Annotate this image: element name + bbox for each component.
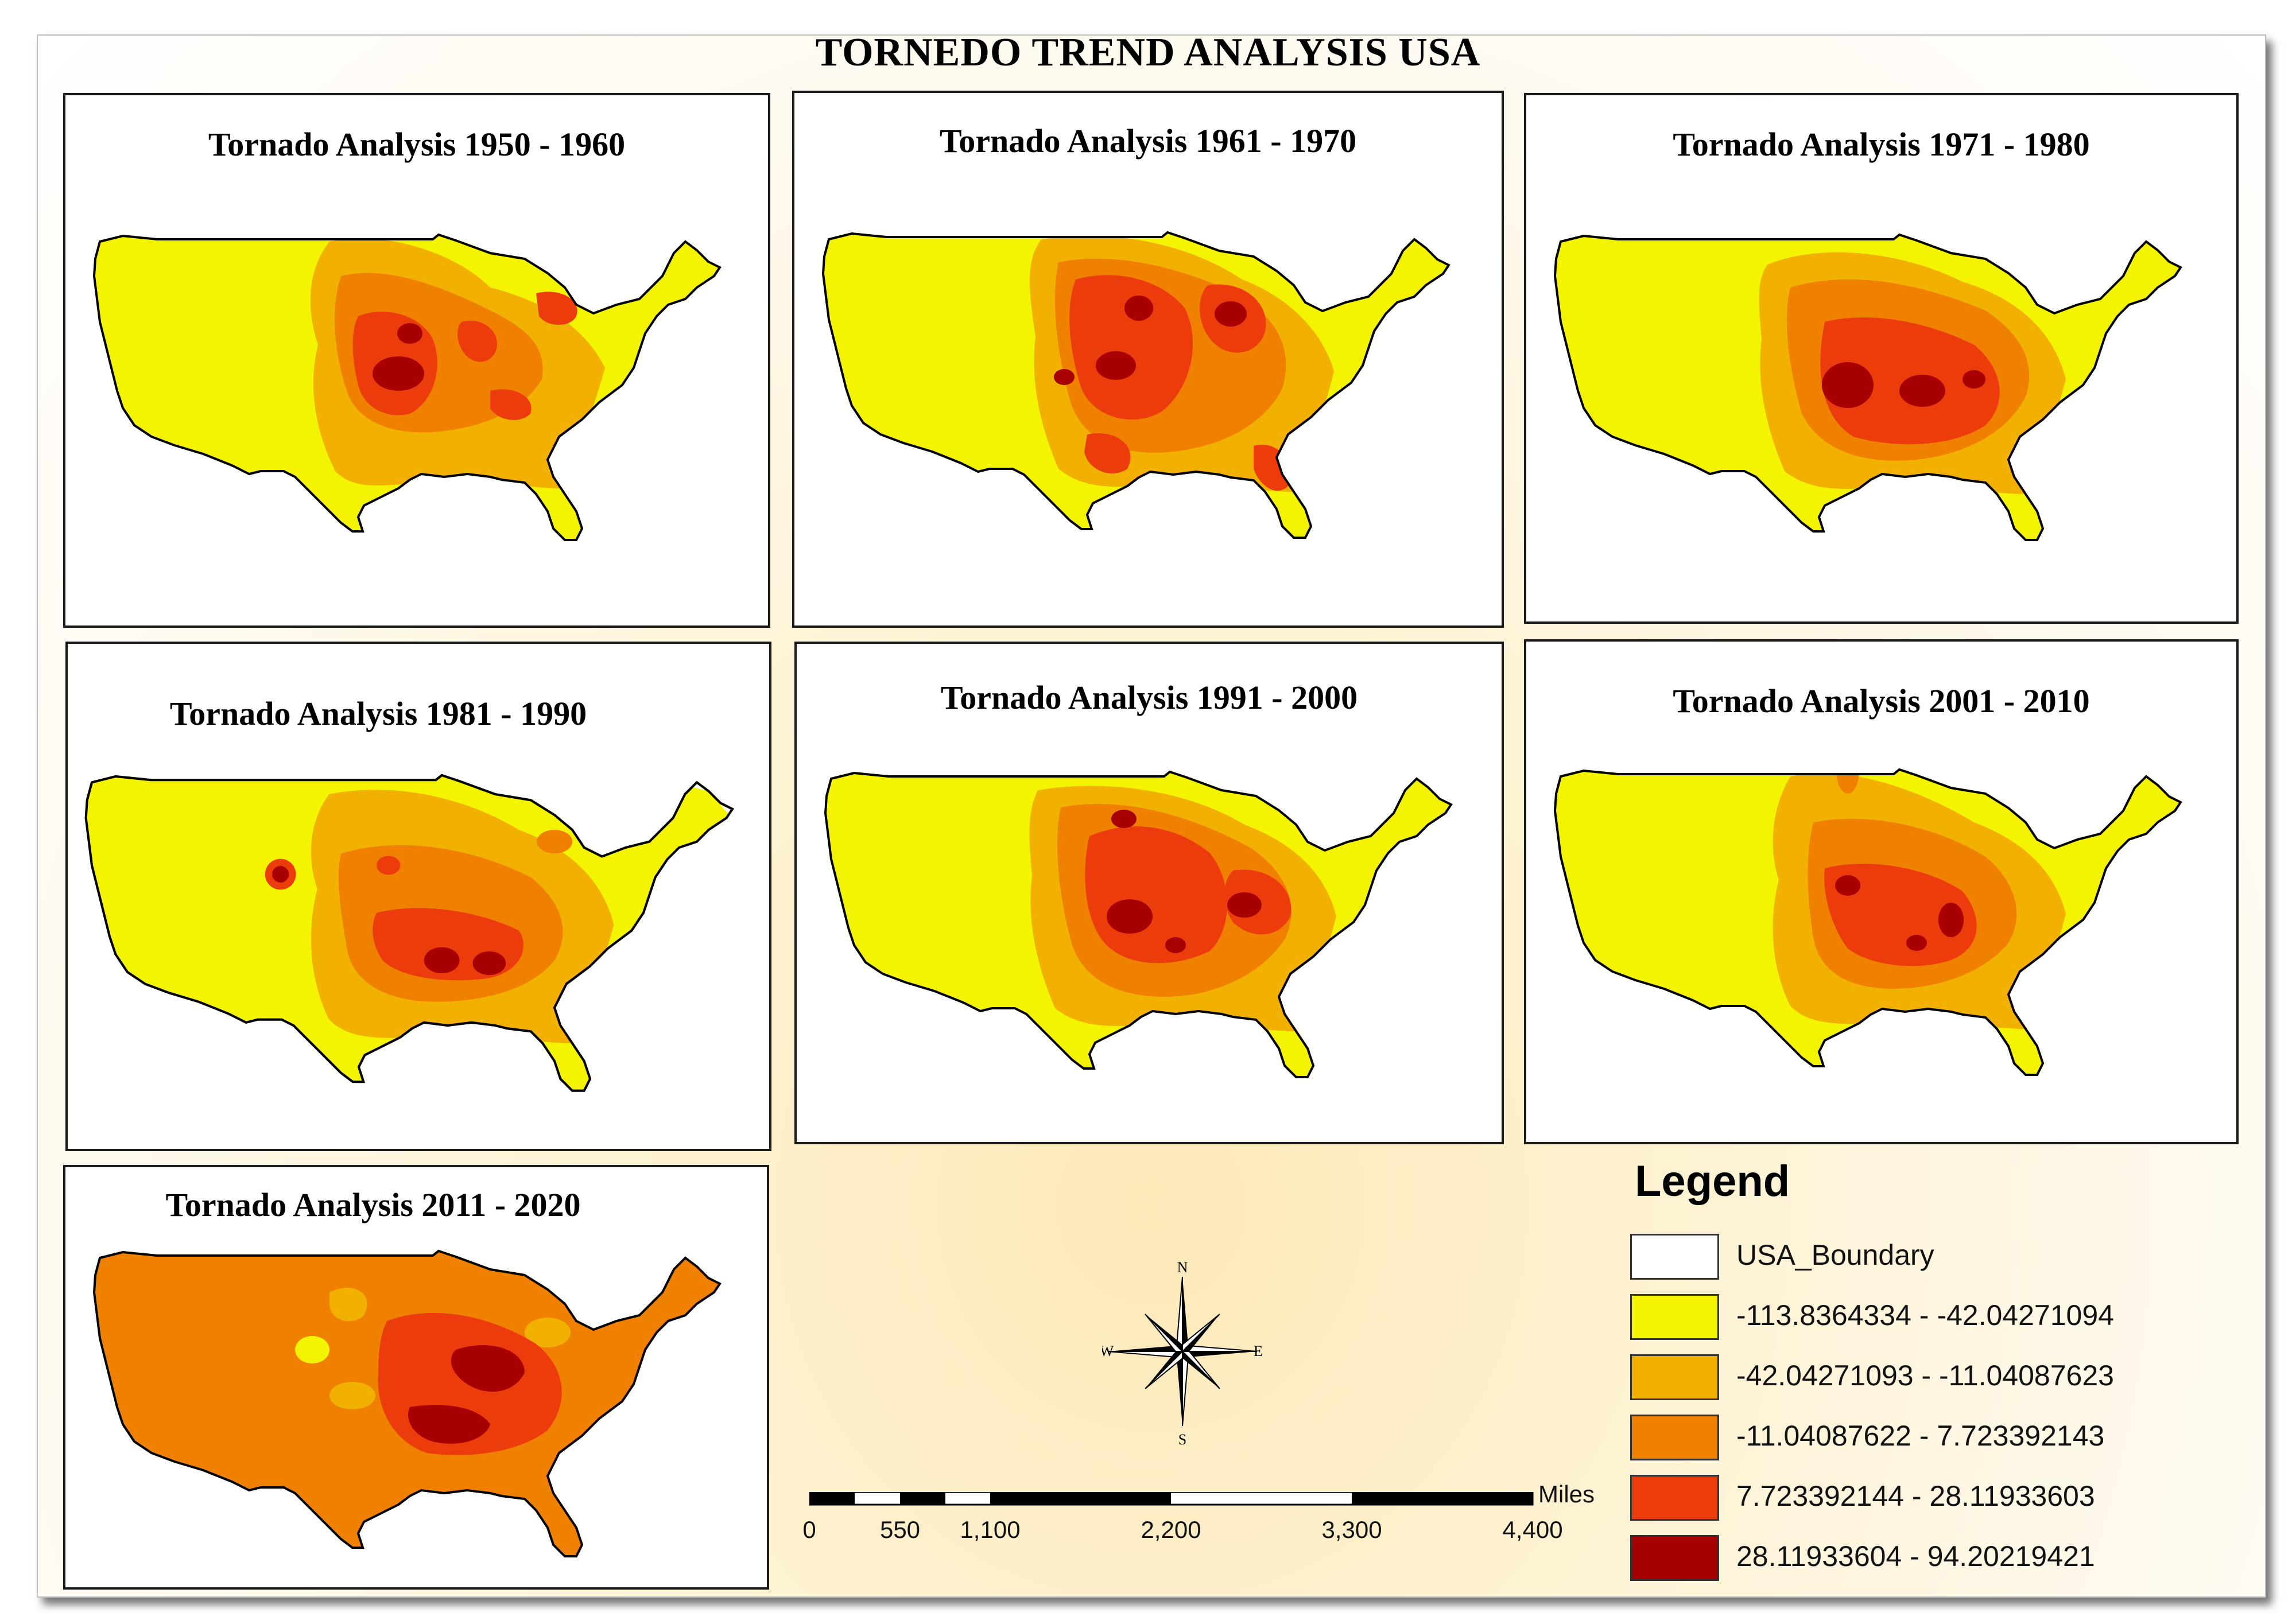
map-panel-2011-2020: Tornado Analysis 2011 - 2020 — [63, 1165, 769, 1590]
panel-title: Tornado Analysis 1991 - 2000 — [940, 679, 1358, 716]
map-panel-1950-1960: Tornado Analysis 1950 - 1960 — [63, 93, 770, 628]
legend-label: -42.04271093 - -11.04087623 — [1736, 1359, 2114, 1392]
east-label: E — [1254, 1343, 1263, 1359]
panel-title: Tornado Analysis 1950 - 1960 — [208, 126, 626, 163]
legend-swatch — [1630, 1294, 1719, 1340]
scale-tick-label: 3,300 — [1321, 1516, 1382, 1543]
page-title: TORNEDO TREND ANALYSIS USA — [815, 30, 1481, 75]
legend-swatch — [1630, 1535, 1719, 1581]
panel-title: Tornado Analysis 2011 - 2020 — [165, 1186, 581, 1223]
scale-tick-label: 550 — [879, 1516, 921, 1543]
scale-units: Miles — [1538, 1481, 1595, 1508]
map-panel-1991-2000: Tornado Analysis 1991 - 2000 — [794, 642, 1504, 1144]
scale-tick-label: 1,100 — [960, 1516, 1021, 1543]
compass-rose-icon: N S E W — [1102, 1260, 1263, 1448]
south-label: S — [1178, 1431, 1186, 1448]
scale-bar-graphic — [809, 1492, 1534, 1506]
north-label: N — [1177, 1260, 1188, 1276]
legend-label: 7.723392144 - 28.11933603 — [1736, 1480, 2095, 1512]
usa-map — [824, 771, 1452, 1078]
usa-map — [1554, 768, 2182, 1076]
legend-label: 28.11933604 - 94.20219421 — [1736, 1540, 2095, 1572]
scale-tick-label: 0 — [802, 1516, 816, 1543]
scale-tick-label: 2,200 — [1141, 1516, 1201, 1543]
panel-title: Tornado Analysis 1971 - 1980 — [1673, 126, 2090, 163]
usa-map — [822, 231, 1450, 539]
map-panel-2001-2010: Tornado Analysis 2001 - 2010 — [1524, 639, 2239, 1144]
panel-title: Tornado Analysis 1981 - 1990 — [169, 695, 587, 732]
legend-swatch — [1630, 1354, 1719, 1400]
map-panel-1961-1970: Tornado Analysis 1961 - 1970 — [792, 91, 1504, 628]
scale-bar: Miles 0 550 1,100 2,200 3,300 4,400 — [802, 1481, 1607, 1578]
map-panel-1981-1990: Tornado Analysis 1981 - 1990 — [65, 642, 771, 1151]
map-panel-1971-1980: Tornado Analysis 1971 - 1980 — [1524, 93, 2239, 624]
legend-swatch — [1630, 1234, 1719, 1280]
usa-map — [1554, 234, 2182, 541]
legend-swatch — [1630, 1415, 1719, 1460]
legend-label: -11.04087622 - 7.723392143 — [1736, 1420, 2105, 1452]
panel-title: Tornado Analysis 1961 - 1970 — [939, 122, 1357, 160]
usa-map — [79, 759, 745, 1114]
legend-label: -113.8364334 - -42.04271094 — [1736, 1299, 2114, 1331]
legend-label: USA_Boundary — [1736, 1239, 1934, 1271]
legend-swatch — [1630, 1475, 1719, 1521]
west-label: W — [1102, 1343, 1114, 1359]
scale-tick-label: 4,400 — [1502, 1516, 1563, 1543]
usa-map — [93, 1250, 721, 1557]
legend-title: Legend — [1635, 1157, 1790, 1206]
panel-title: Tornado Analysis 2001 - 2010 — [1673, 682, 2090, 720]
usa-map — [93, 234, 721, 541]
